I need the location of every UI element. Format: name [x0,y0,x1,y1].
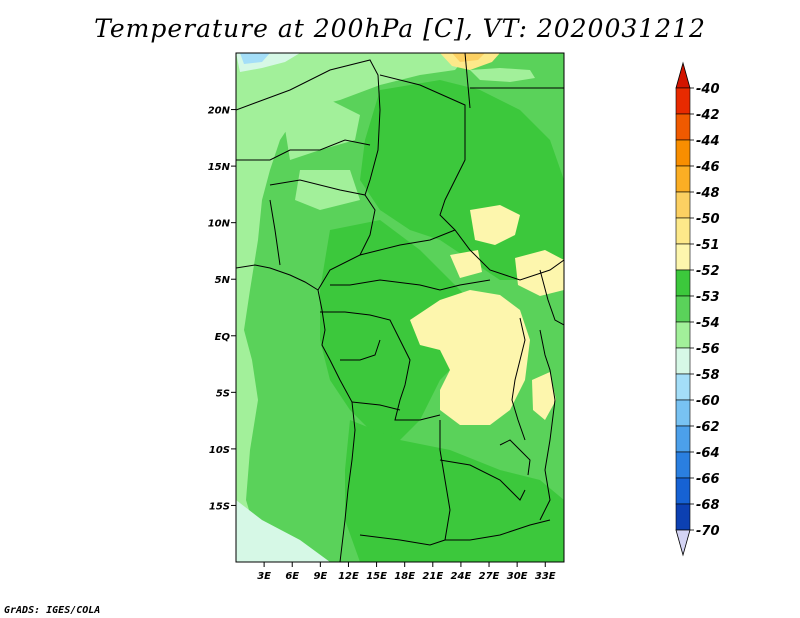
lat-tick-label: EQ [215,332,231,343]
colorbar-label: -42 [696,108,720,123]
colorbar-swatch [675,217,691,245]
lon-tick-label: 15E [366,571,387,582]
lat-tick-label: 15N [208,162,231,173]
colorbar-swatch [675,295,691,323]
lon-tick-label: 3E [257,571,271,582]
colorbar-label: -52 [696,264,720,279]
lon-tick-label: 33E [535,571,556,582]
colorbar-label: -64 [696,446,720,461]
colorbar-label: -46 [696,160,720,175]
colorbar-top-arrow [675,61,691,89]
lat-tick-label: 5N [215,275,231,286]
lon-tick-label: 30E [507,571,528,582]
longitude-axis: 3E 6E 9E 12E 15E 18E 21E 24E 27E 30E 33E [257,562,556,582]
colorbar-swatch [675,399,691,427]
lon-tick-label: 9E [313,571,327,582]
colorbar-label: -60 [696,394,720,409]
colorbar-swatch [675,425,691,453]
colorbar-label: -51 [696,238,720,253]
lat-tick-label: 10N [208,219,231,230]
colorbar-label: -40 [696,82,720,97]
lat-tick-label: 10S [209,445,230,456]
colorbar-label: -58 [696,368,720,383]
colorbar-label: -44 [696,134,720,149]
colorbar-swatch [675,347,691,375]
colorbar-swatch [675,451,691,479]
colorbar-swatch [675,87,691,115]
colorbar-label: -56 [696,342,720,357]
colorbar-swatch [675,191,691,219]
lon-tick-label: 27E [479,571,500,582]
colorbar-label: -48 [696,186,720,201]
colorbar-label: -54 [696,316,720,331]
lon-tick-label: 24E [451,571,472,582]
lon-tick-label: 6E [285,571,299,582]
colorbar-swatch [675,139,691,167]
colorbar-swatch [675,243,691,271]
map-frame [235,52,565,563]
colorbar-label: -62 [696,420,720,435]
lat-tick-label: 5S [216,388,230,399]
colorbar-bottom-arrow [675,529,691,557]
colorbar-label: -70 [696,524,720,539]
colorbar-label: -50 [696,212,720,227]
temperature-field [236,53,564,562]
lon-tick-label: 12E [338,571,359,582]
lon-tick-label: 21E [422,571,443,582]
colorbar-swatch [675,321,691,349]
colorbar-label: -66 [696,472,720,487]
colorbar-swatch [675,165,691,193]
grads-credit: GrADS: IGES/COLA [4,605,101,616]
lon-tick-label: 18E [394,571,415,582]
map-title: Temperature at 200hPa [C], VT: 202003121… [94,14,706,43]
lat-tick-label: 15S [209,501,230,512]
colorbar: -40 -42 -44 -46 -48 -50 -51 -52 -53 -54 -56 -58 -60 -… [675,61,720,557]
lat-tick-label: 20N [208,106,231,117]
country-borders [236,53,564,562]
colorbar-label: -53 [696,290,720,305]
colorbar-label: -68 [696,498,720,513]
colorbar-swatch [675,373,691,401]
colorbar-swatch [675,113,691,141]
colorbar-swatch [675,503,691,531]
colorbar-swatch [675,269,691,297]
latitude-axis: 20N 15N 10N 5N EQ 5S 10S 15S [208,106,236,512]
colorbar-swatch [675,477,691,505]
